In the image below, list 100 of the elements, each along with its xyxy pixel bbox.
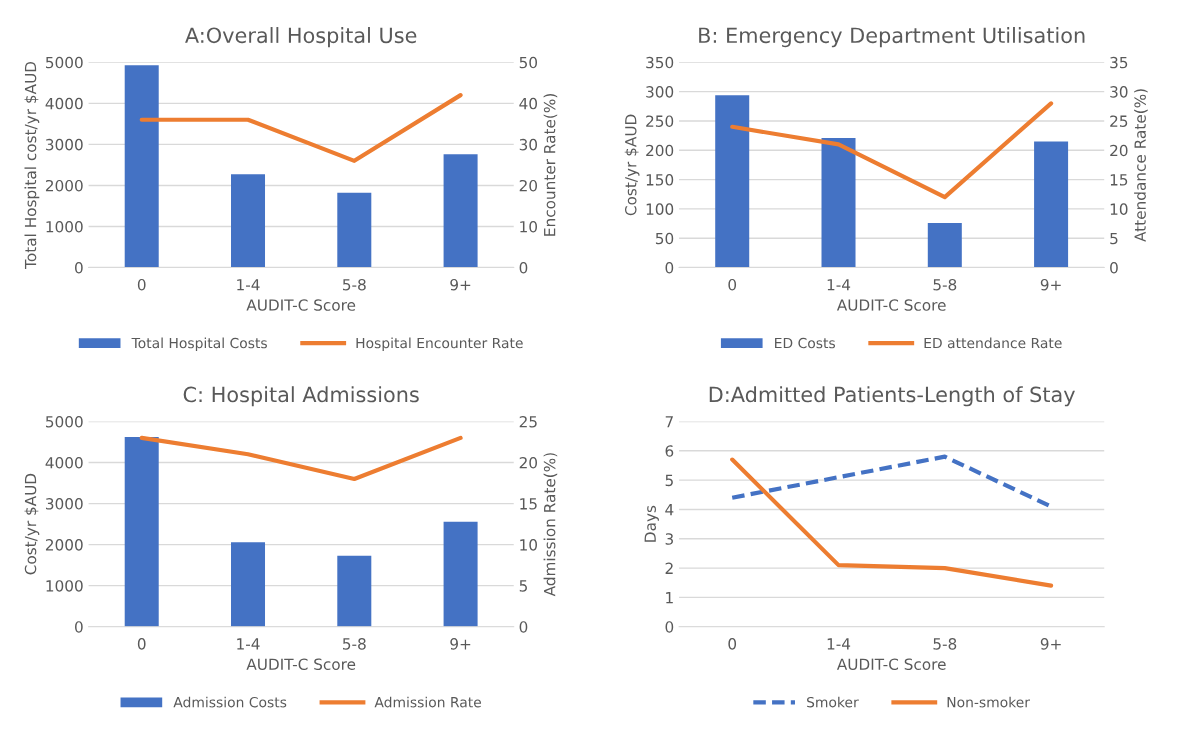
y-tick-label: 350 — [646, 56, 674, 69]
legend-label: Admission Costs — [173, 696, 287, 708]
x-tick-label: 5-8 — [933, 278, 957, 291]
bar — [443, 521, 478, 627]
y-tick-label: 3 — [665, 533, 673, 545]
x-tick-label: 9+ — [1040, 638, 1061, 650]
y-axis-title: Days — [644, 505, 659, 542]
y2-axis-title: Encounter Rate(%) — [543, 94, 558, 236]
x-tick-label: 5-8 — [343, 278, 366, 291]
y-tick-label: 100 — [646, 203, 674, 215]
y2-tick-label: 30 — [519, 138, 538, 151]
y2-tick-label: 0 — [519, 621, 528, 633]
line-series — [730, 101, 1054, 200]
bar — [337, 192, 372, 268]
bar — [124, 65, 159, 268]
y2-tick-label: 15 — [1110, 174, 1128, 186]
bar — [821, 137, 856, 268]
y-tick-label: 1 — [666, 592, 673, 604]
bar — [443, 154, 478, 268]
y2-tick-label: 40 — [519, 97, 538, 110]
bar — [927, 222, 962, 268]
chart-title: A:Overall Hospital Use — [185, 27, 417, 48]
bar — [124, 437, 159, 627]
y2-axis-title: Attendance Rate(%) — [1134, 89, 1148, 242]
x-tick-label: 1-4 — [237, 279, 260, 291]
x-tick-label: 0 — [137, 278, 146, 291]
y2-tick-label: 30 — [1110, 86, 1128, 98]
x-axis-title: AUDIT-C Score — [836, 299, 946, 311]
y2-tick-label: 10 — [520, 220, 538, 233]
y-tick-label: 0 — [665, 262, 674, 274]
y2-tick-label: 25 — [1110, 115, 1128, 127]
y-tick-label: 0 — [75, 621, 83, 633]
x-tick-label: 5-8 — [343, 638, 366, 650]
y-tick-label: 6 — [665, 445, 674, 457]
y-tick-label: 200 — [646, 144, 674, 157]
y-tick-label: 4 — [665, 504, 674, 516]
y2-tick-label: 0 — [1110, 262, 1118, 274]
y-tick-label: 2000 — [45, 179, 83, 192]
legend-label: Non-smoker — [947, 696, 1030, 708]
y-tick-label: 300 — [646, 86, 674, 98]
x-tick-label: 5-8 — [933, 638, 957, 650]
y-tick-label: 2 — [665, 562, 673, 574]
x-tick-label: 1-4 — [827, 279, 851, 291]
legend-label: ED attendance Rate — [924, 337, 1062, 349]
y2-tick-label: 20 — [1110, 144, 1128, 157]
x-axis-title: AUDIT-C Score — [246, 299, 356, 311]
x-tick-label: 9+ — [450, 638, 471, 650]
y-tick-label: 4000 — [45, 97, 83, 110]
y2-tick-label: 50 — [519, 56, 538, 69]
y2-tick-label: 15 — [520, 498, 537, 510]
y-tick-label: 5 — [665, 474, 673, 487]
y-tick-label: 5000 — [46, 415, 83, 428]
y2-tick-label: 20 — [519, 456, 538, 469]
bar — [231, 542, 266, 627]
chart-title: D:Admitted Patients-Length of Stay — [709, 386, 1075, 407]
x-tick-label: 1-4 — [827, 638, 851, 650]
chart-title: C: Hospital Admissions — [183, 386, 419, 407]
y-axis-title: Total Hospital cost/yr $AUD — [24, 61, 40, 269]
legend-label: Smoker — [807, 696, 859, 708]
y-tick-label: 3000 — [46, 498, 83, 510]
y-axis-title: Cost/yr $AUD — [624, 114, 640, 216]
x-axis-title: AUDIT-C Score — [246, 658, 356, 670]
bar — [715, 95, 750, 268]
x-axis-title: AUDIT-C Score — [836, 658, 946, 670]
bar — [1034, 141, 1069, 268]
y2-tick-label: 5 — [519, 580, 527, 592]
y-tick-label: 250 — [646, 115, 674, 127]
x-tick-label: 9+ — [450, 278, 471, 291]
x-tick-label: 1-4 — [237, 638, 260, 650]
y2-tick-label: 0 — [519, 262, 528, 274]
x-tick-label: 0 — [137, 638, 146, 650]
legend-label: Hospital Encounter Rate — [356, 337, 523, 351]
y-tick-label: 3000 — [46, 138, 83, 151]
y-tick-label: 1000 — [46, 220, 83, 233]
y-axis-title: Cost/yr $AUD — [24, 473, 40, 575]
y-tick-label: 5000 — [46, 56, 83, 69]
y2-tick-label: 10 — [520, 539, 538, 551]
y2-tick-label: 35 — [1110, 56, 1128, 69]
bar — [231, 174, 266, 268]
legend-label: ED Costs — [775, 337, 836, 349]
y-tick-label: 0 — [75, 262, 83, 274]
line-series — [730, 457, 1054, 588]
chart-title: B: Emergency Department Utilisation — [699, 27, 1085, 48]
y-tick-label: 7 — [665, 416, 673, 428]
legend-label: Admission Rate — [374, 696, 482, 708]
y2-tick-label: 10 — [1110, 203, 1128, 215]
y2-tick-label: 20 — [519, 179, 538, 192]
legend-label: Total Hospital Costs — [131, 337, 267, 351]
y-tick-label: 50 — [655, 232, 674, 245]
y-tick-label: 4000 — [45, 456, 83, 469]
x-tick-label: 9+ — [1040, 278, 1061, 291]
y-tick-label: 2000 — [45, 539, 83, 551]
x-tick-label: 0 — [728, 278, 737, 291]
y2-tick-label: 5 — [1110, 232, 1118, 245]
y-tick-label: 1000 — [46, 580, 83, 592]
bar — [337, 555, 372, 627]
y2-axis-title: Admission Rate(%) — [543, 453, 558, 597]
y2-tick-label: 25 — [519, 415, 537, 428]
y-tick-label: 0 — [665, 621, 674, 633]
x-tick-label: 0 — [728, 638, 737, 650]
